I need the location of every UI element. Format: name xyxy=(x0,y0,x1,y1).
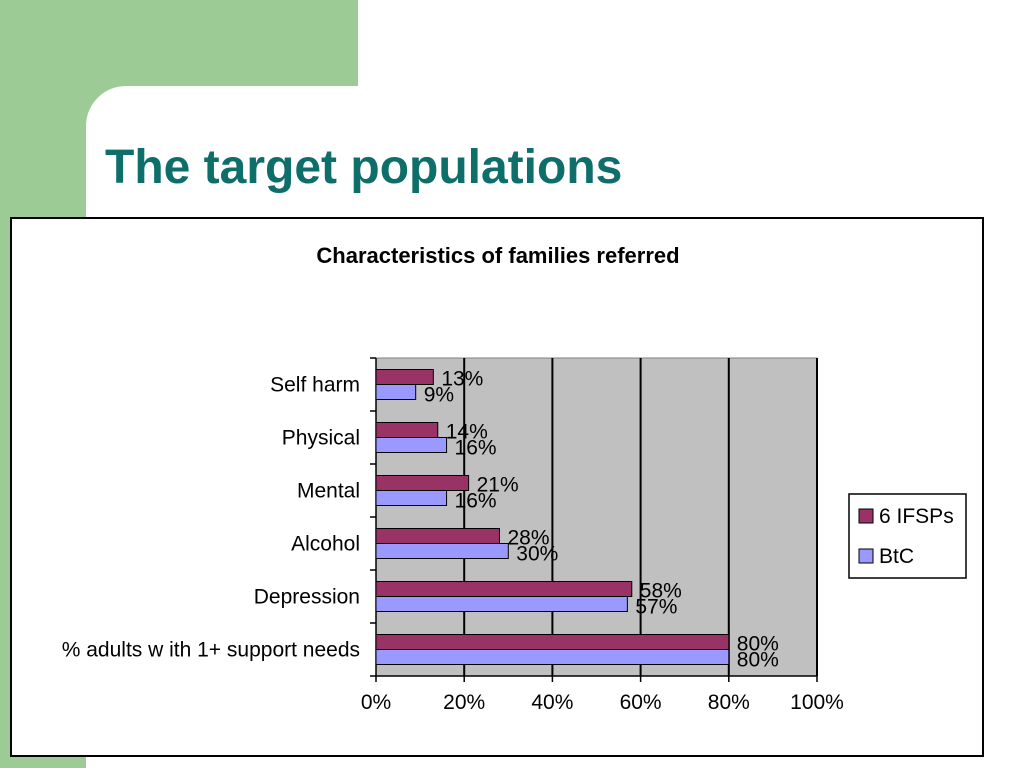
legend: 6 IFSPs BtC xyxy=(848,493,967,579)
data-label: 80% xyxy=(737,633,779,656)
data-label: 58% xyxy=(640,580,682,603)
data-label: 16% xyxy=(455,437,497,460)
data-label: 80% xyxy=(737,649,779,672)
data-label: 14% xyxy=(446,421,488,444)
bar-btc xyxy=(375,437,448,453)
legend-swatch xyxy=(858,548,874,564)
bar-btc xyxy=(375,649,730,665)
legend-label: 6 IFSPs xyxy=(879,505,954,528)
plot-background xyxy=(375,357,818,677)
data-label: 16% xyxy=(455,490,497,513)
category-label: Alcohol xyxy=(291,533,360,556)
bar-ifsps xyxy=(375,634,730,650)
slide-top-background xyxy=(358,0,1024,90)
x-tick-label: 60% xyxy=(620,691,662,714)
category-label: Self harm xyxy=(270,374,360,397)
data-label: 30% xyxy=(516,543,558,566)
x-tick-label: 40% xyxy=(531,691,573,714)
legend-box xyxy=(848,493,967,579)
x-tick-label: 20% xyxy=(443,691,485,714)
bar-btc xyxy=(375,543,509,559)
bar-btc xyxy=(375,384,417,400)
x-tick-label: 80% xyxy=(708,691,750,714)
bar-ifsps xyxy=(375,422,439,438)
bar-chart: Characteristics of families referred 0% 2… xyxy=(62,243,967,714)
bar-btc xyxy=(375,596,628,612)
chart-title: Characteristics of families referred xyxy=(316,243,679,268)
bar-ifsps xyxy=(375,369,434,385)
bar-ifsps xyxy=(375,528,500,544)
bar-btc xyxy=(375,490,448,506)
data-label: 13% xyxy=(441,368,483,391)
category-label: Depression xyxy=(254,586,360,609)
category-label: % adults w ith 1+ support needs xyxy=(62,639,360,662)
bar-ifsps xyxy=(375,581,633,597)
plot-area: 0% 20% 40% 60% 80% 100% Self harm 13%9% Physical… xyxy=(62,357,844,714)
category-label: Physical xyxy=(282,427,360,450)
x-tick-label: 100% xyxy=(790,691,844,714)
data-label: 9% xyxy=(424,384,454,407)
x-tick-label: 0% xyxy=(361,691,391,714)
page-title: The target populations xyxy=(105,141,623,194)
category-label: Mental xyxy=(297,480,360,503)
data-label: 21% xyxy=(477,474,519,497)
bar-ifsps xyxy=(375,475,470,491)
data-label: 57% xyxy=(635,596,677,619)
data-label: 28% xyxy=(507,527,549,550)
legend-swatch xyxy=(858,508,874,524)
chart-frame: Characteristics of families referred 0% 2… xyxy=(10,217,984,757)
legend-label: BtC xyxy=(879,545,914,568)
